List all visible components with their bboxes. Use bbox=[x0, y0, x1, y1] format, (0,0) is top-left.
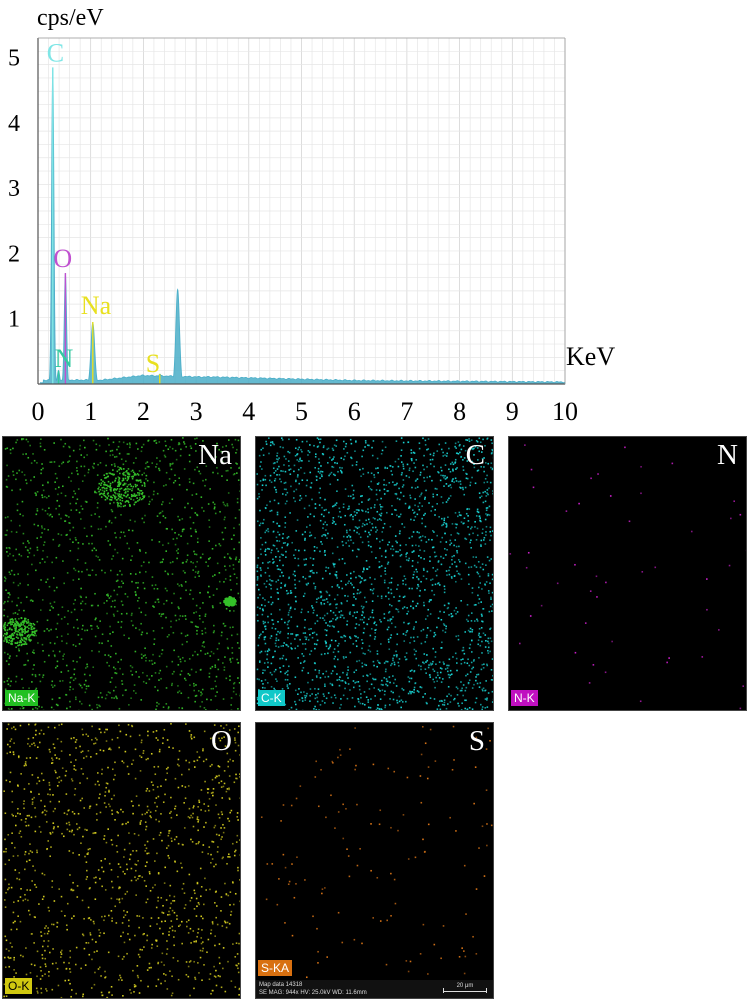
peak-label-o: O bbox=[53, 244, 72, 273]
micrograph-info-bar: Map data 14318 SE MAG: 944x HV: 25.0kV W… bbox=[256, 980, 493, 998]
element-map-o: O O-K bbox=[2, 722, 241, 999]
map-tag: N-K bbox=[511, 690, 538, 706]
scale-bar-line bbox=[443, 988, 487, 993]
scale-bar: 20 μm bbox=[443, 982, 487, 994]
y-tick-labels: 1 2 3 4 5 bbox=[8, 46, 20, 333]
map-dots-c bbox=[256, 437, 493, 710]
x-axis-label: KeV bbox=[566, 342, 615, 371]
element-map-na: Na Na-K bbox=[2, 436, 241, 711]
map-dots-n bbox=[509, 444, 746, 710]
element-map-c: C C-K bbox=[255, 436, 494, 711]
x-tick-label: 0 bbox=[32, 397, 45, 426]
y-tick-label: 2 bbox=[8, 241, 20, 267]
map-tag: C-K bbox=[258, 690, 285, 706]
chart-grid bbox=[37, 37, 566, 385]
map-element-label: C bbox=[465, 439, 485, 471]
map-tag: S-KA bbox=[258, 960, 293, 976]
map-element-label: O bbox=[211, 725, 232, 757]
x-tick-label: 8 bbox=[453, 397, 466, 426]
y-tick-label: 3 bbox=[8, 176, 20, 202]
map-tag: Na-K bbox=[5, 690, 39, 706]
x-tick-label: 3 bbox=[190, 397, 203, 426]
map-dots-na bbox=[3, 437, 240, 710]
x-tick-label: 5 bbox=[295, 397, 308, 426]
map-data-label: Map data 14318 bbox=[259, 982, 303, 988]
map-dots-s bbox=[256, 725, 493, 998]
peak-label-c: C bbox=[47, 38, 64, 67]
spectrum-curve-group bbox=[40, 67, 566, 385]
y-tick-label: 5 bbox=[8, 46, 20, 72]
peak-label-na: Na bbox=[81, 291, 112, 320]
map-element-label: Na bbox=[198, 439, 232, 471]
map-dots-o bbox=[3, 723, 240, 998]
y-tick-label: 1 bbox=[8, 307, 20, 333]
map-tag: O-K bbox=[5, 978, 33, 994]
peak-label-n: N bbox=[55, 344, 74, 373]
y-tick-label: 4 bbox=[8, 111, 20, 137]
x-tick-labels: 0 1 2 3 4 5 6 7 8 9 10 bbox=[32, 397, 579, 426]
x-tick-label: 1 bbox=[84, 397, 97, 426]
peak-label-s: S bbox=[146, 349, 160, 378]
peak-labels: C N O Na S bbox=[47, 38, 160, 378]
spectrum-curve bbox=[40, 68, 566, 385]
x-tick-label: 7 bbox=[400, 397, 413, 426]
x-tick-label: 10 bbox=[552, 397, 578, 426]
x-tick-label: 9 bbox=[506, 397, 519, 426]
scale-bar-label: 20 μm bbox=[456, 983, 474, 989]
x-tick-label: 6 bbox=[348, 397, 361, 426]
x-tick-label: 4 bbox=[242, 397, 255, 426]
map-element-label: N bbox=[717, 439, 738, 471]
map-element-label: S bbox=[468, 725, 485, 757]
element-map-s: S S-KA Map data 14318 SE MAG: 944x HV: 2… bbox=[255, 722, 494, 999]
element-map-n: N N-K bbox=[508, 436, 747, 711]
y-axis-label: cps/eV bbox=[37, 5, 104, 31]
x-tick-label: 2 bbox=[137, 397, 150, 426]
eds-spectrum-chart: cps/eV KeV 0 1 2 3 4 5 6 7 8 9 10 1 2 3 4 5 C N O Na S bbox=[8, 5, 615, 426]
acquisition-info: SE MAG: 944x HV: 25.0kV WD: 11.6mm bbox=[259, 990, 367, 996]
